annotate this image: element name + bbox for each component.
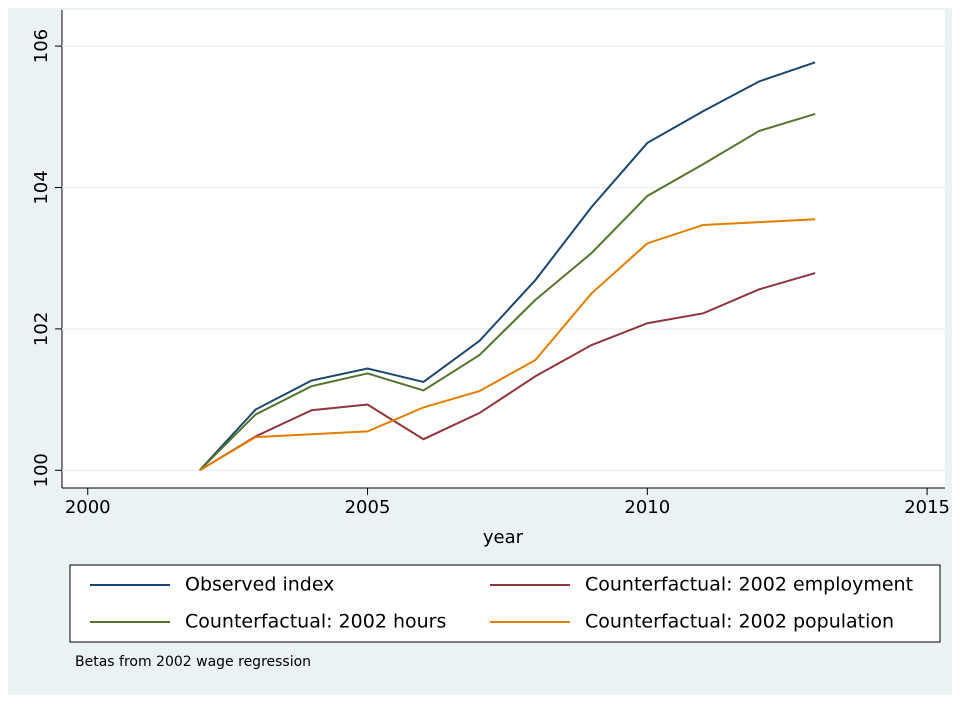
legend-label: Counterfactual: 2002 population — [585, 611, 894, 633]
legend-label: Observed index — [185, 574, 334, 596]
x-axis-label: year — [483, 527, 524, 548]
x-tick-label: 2000 — [65, 497, 111, 518]
y-tick-label: 104 — [31, 170, 52, 204]
legend — [69, 564, 941, 643]
series-line — [199, 218, 816, 472]
x-tick-label: 2005 — [345, 497, 391, 518]
plot-area — [62, 10, 945, 488]
y-tick-label: 106 — [31, 29, 52, 63]
y-tick-label: 100 — [31, 453, 52, 487]
series-line — [198, 61, 816, 471]
note: Betas from 2002 wage regression — [75, 654, 311, 670]
y-tick-label: 102 — [31, 312, 52, 346]
x-tick-label: 2010 — [624, 497, 670, 518]
legend-label: Counterfactual: 2002 hours — [185, 611, 446, 633]
series-line — [198, 112, 816, 472]
series-line — [199, 272, 816, 472]
legend-label: Counterfactual: 2002 employment — [585, 574, 913, 596]
x-tick-label: 2015 — [904, 497, 950, 518]
